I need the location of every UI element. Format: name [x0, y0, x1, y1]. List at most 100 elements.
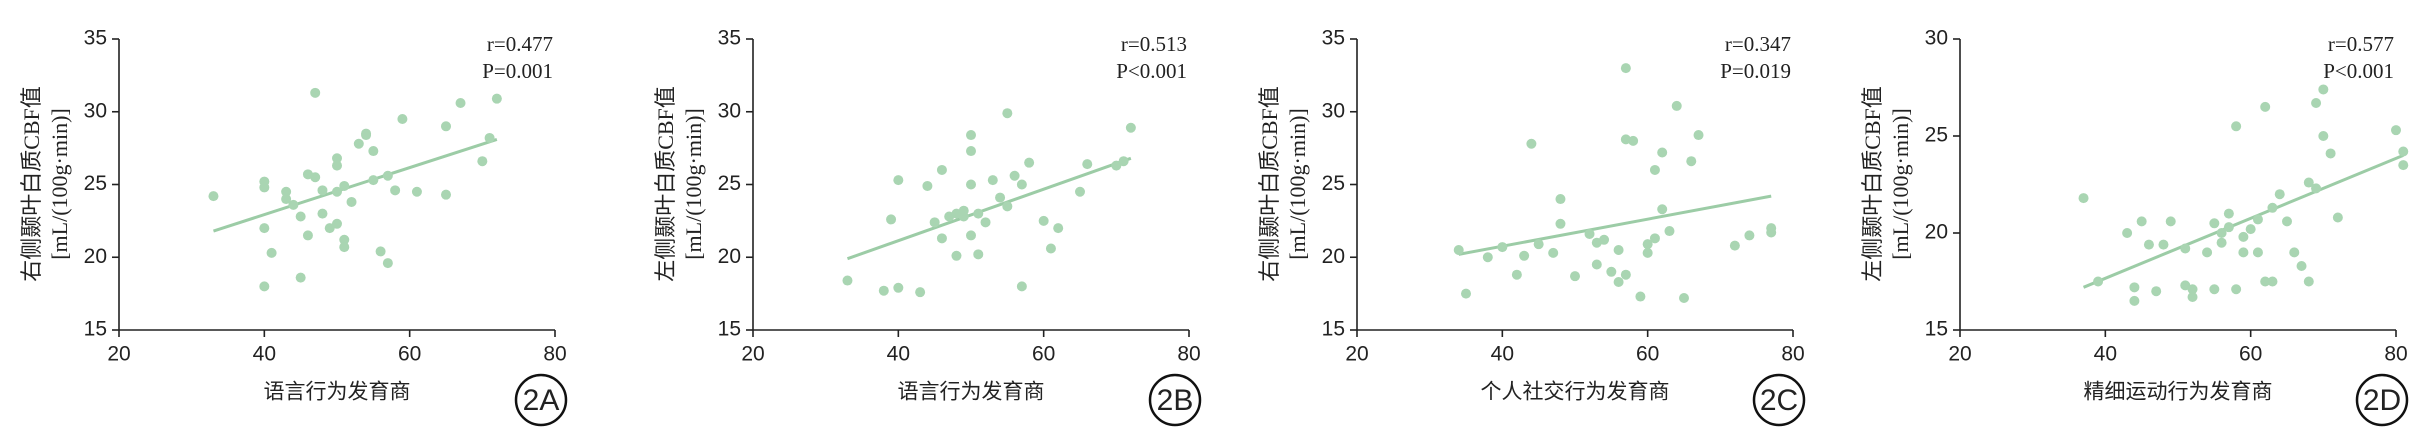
point	[2296, 260, 2307, 271]
y-axis-label: [mL/(100g·min)]	[681, 108, 706, 260]
point	[2398, 146, 2409, 157]
point	[1024, 157, 1035, 168]
point	[2252, 247, 2263, 258]
point	[966, 179, 976, 190]
point	[295, 272, 306, 283]
point	[2078, 193, 2089, 204]
point	[1642, 247, 1653, 258]
point	[929, 217, 940, 228]
point	[886, 214, 897, 225]
panel-badge	[1148, 373, 1202, 427]
point	[2238, 247, 2249, 258]
point	[2216, 237, 2227, 248]
point	[317, 185, 328, 196]
point	[2289, 247, 2300, 258]
point	[491, 93, 502, 104]
y-axis-label: [mL/(100g·min)]	[1888, 108, 1913, 260]
point	[1519, 250, 1530, 261]
point	[1075, 186, 1085, 197]
point	[842, 275, 853, 286]
point	[411, 186, 422, 197]
point	[259, 223, 270, 234]
point	[339, 180, 350, 191]
point	[382, 170, 393, 181]
x-axis-label: 个人社交行为发育商	[1481, 381, 1670, 404]
point	[441, 121, 451, 132]
point	[1657, 147, 1668, 158]
point	[2238, 231, 2249, 242]
point	[317, 208, 328, 219]
x-tick-label: 20	[741, 343, 764, 366]
point	[375, 246, 386, 257]
point	[958, 205, 969, 216]
point	[1628, 135, 1639, 146]
point	[1570, 271, 1580, 282]
point	[1016, 179, 1027, 190]
y-axis-label: [mL/(100g·min)]	[47, 108, 72, 260]
y-tick-label: 25	[1925, 124, 1948, 147]
point	[2325, 148, 2336, 159]
point	[1620, 63, 1631, 74]
y-tick-label: 20	[1322, 245, 1345, 268]
panel-badge	[2355, 373, 2409, 427]
point	[1642, 239, 1653, 250]
point	[2311, 183, 2322, 194]
point	[951, 250, 962, 261]
point	[2267, 202, 2278, 213]
panel-label: 2B	[1157, 384, 1194, 417]
y-tick-label: 20	[1925, 221, 1948, 244]
trend-line	[1458, 194, 1772, 256]
y-tick-label: 30	[1322, 99, 1345, 122]
point	[1533, 239, 1544, 250]
point	[2151, 286, 2162, 297]
point	[2231, 284, 2242, 295]
point	[2165, 216, 2176, 227]
point	[922, 180, 933, 191]
point	[2158, 239, 2169, 250]
point	[973, 208, 984, 219]
point	[382, 258, 393, 269]
annotation: r=0.577	[2328, 32, 2394, 56]
point	[310, 172, 321, 183]
point	[1053, 223, 1064, 234]
point	[1009, 170, 1020, 181]
trend-line	[2082, 154, 2404, 289]
y-axis-label: [mL/(100g·min)]	[1285, 108, 1310, 260]
trend-line	[213, 137, 498, 233]
point	[1635, 291, 1646, 302]
point	[1599, 234, 1610, 245]
point	[310, 87, 321, 98]
point	[2398, 160, 2409, 171]
point	[2252, 214, 2263, 225]
annotation: P=0.001	[482, 59, 553, 83]
point	[1453, 244, 1464, 255]
point	[1657, 204, 1668, 215]
point	[332, 218, 342, 229]
point	[346, 196, 357, 207]
point	[1649, 164, 1660, 175]
point	[936, 233, 947, 244]
panel-badge	[514, 373, 568, 427]
point	[259, 281, 270, 292]
point	[332, 160, 342, 171]
point	[1045, 243, 1056, 254]
point	[1679, 292, 1689, 303]
point	[2209, 218, 2220, 229]
point	[1766, 227, 1777, 238]
y-axis-label: 右侧颞叶白质CBF值	[1257, 86, 1282, 282]
x-tick-label: 40	[2094, 343, 2117, 366]
point	[893, 175, 904, 186]
y-tick-label: 30	[84, 99, 107, 122]
annotation: r=0.477	[487, 32, 553, 56]
annotation: P<0.001	[1116, 59, 1187, 83]
point	[368, 175, 379, 186]
y-tick-label: 15	[84, 318, 107, 341]
point	[1649, 233, 1660, 244]
x-axis-label: 语言行为发育商	[264, 381, 411, 404]
point	[1482, 252, 1493, 263]
point	[2267, 276, 2278, 287]
panel-label: 2C	[1760, 384, 1798, 417]
point	[332, 153, 342, 164]
